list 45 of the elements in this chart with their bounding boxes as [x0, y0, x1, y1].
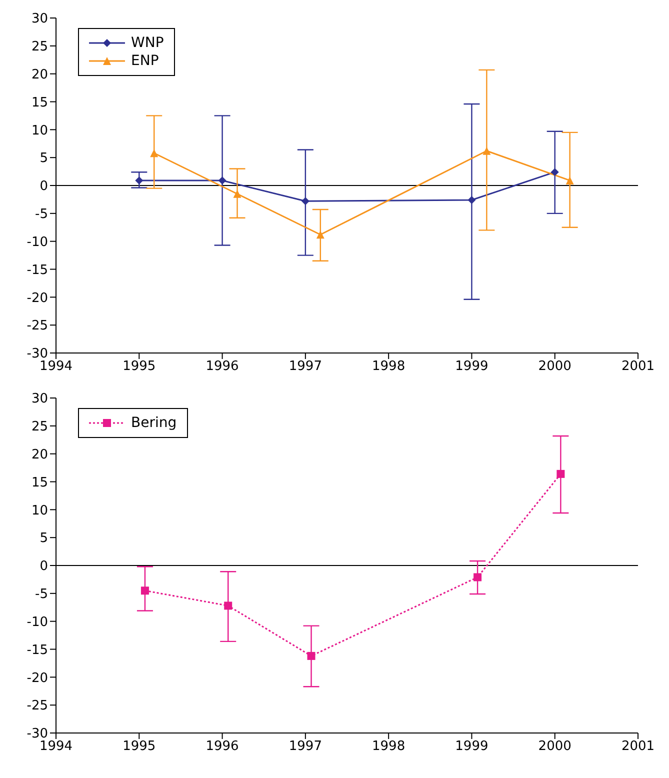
y-tick-label: 10 [31, 503, 48, 518]
x-tick-label: 2000 [538, 359, 572, 374]
x-tick-label: 1996 [206, 739, 239, 754]
y-tick-label: 5 [40, 151, 48, 166]
y-tick-label: -5 [35, 587, 48, 602]
legend-label: WNP [131, 35, 164, 51]
y-tick-label: 20 [31, 447, 48, 462]
y-tick-label: 25 [31, 40, 48, 55]
y-tick-label: -10 [26, 234, 48, 250]
y-tick-label: -15 [26, 642, 48, 658]
x-tick-label: 1995 [122, 739, 156, 754]
y-tick-label: -5 [35, 207, 48, 222]
x-tick-label: 1999 [455, 359, 488, 374]
y-tick-label: 5 [40, 531, 48, 546]
y-tick-label: 15 [31, 475, 48, 490]
legend-label: ENP [131, 53, 159, 69]
x-tick-label: 1994 [39, 359, 73, 374]
x-tick-label: 1998 [372, 359, 406, 374]
x-tick-label: 1997 [288, 739, 322, 754]
x-tick-label: 2001 [621, 359, 655, 374]
y-tick-label: 0 [40, 559, 48, 574]
x-tick-label: 1998 [372, 739, 406, 754]
y-tick-label: 30 [31, 12, 48, 27]
legend-label: Bering [131, 415, 177, 431]
y-tick-label: -10 [26, 614, 48, 630]
y-tick-label: -30 [26, 346, 48, 362]
x-tick-label: 1997 [288, 359, 322, 374]
y-tick-label: -30 [26, 726, 48, 742]
y-tick-label: 25 [31, 420, 48, 435]
x-tick-label: 1995 [122, 359, 156, 374]
y-tick-label: -20 [26, 290, 48, 306]
x-tick-label: 2001 [621, 739, 655, 754]
x-tick-label: 2000 [538, 739, 572, 754]
y-tick-label: 0 [40, 179, 48, 194]
y-tick-label: -20 [26, 670, 48, 686]
y-tick-label: 15 [31, 95, 48, 110]
y-tick-label: 20 [31, 67, 48, 82]
x-tick-label: 1996 [206, 359, 239, 374]
y-tick-label: 10 [31, 123, 48, 138]
x-tick-label: 1999 [455, 739, 488, 754]
x-tick-label: 1994 [39, 739, 73, 754]
y-tick-label: -25 [26, 698, 48, 714]
y-tick-label: 30 [31, 392, 48, 407]
y-tick-label: -15 [26, 262, 48, 278]
y-tick-label: -25 [26, 318, 48, 334]
